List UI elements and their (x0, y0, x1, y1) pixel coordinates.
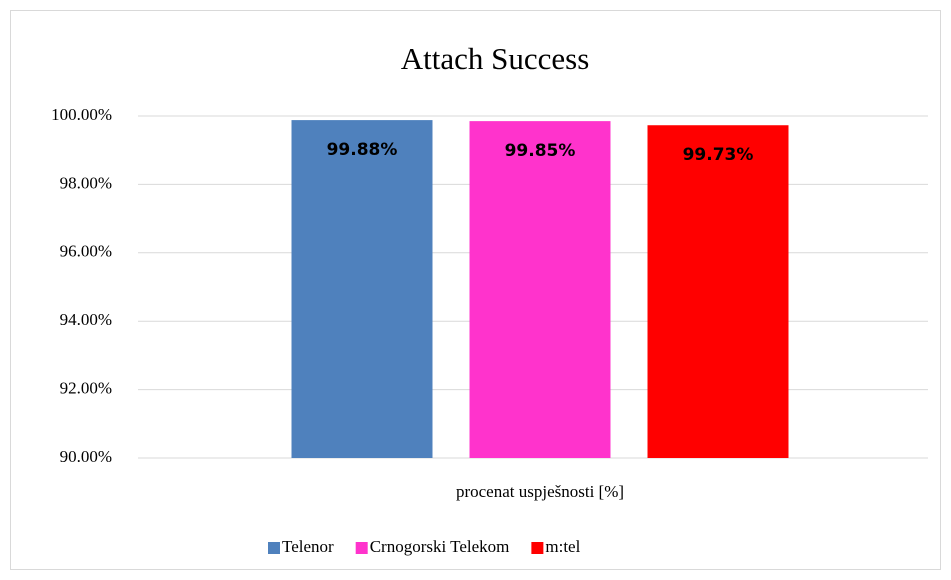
data-label: 99.88% (327, 140, 398, 160)
y-tick-label: 94.00% (60, 310, 112, 329)
y-tick-label: 98.00% (60, 173, 112, 192)
x-tick-label: procenat uspješnosti [%] (456, 482, 624, 501)
legend-swatch (268, 542, 280, 554)
chart-title: Attach Success (401, 41, 590, 76)
y-tick-label: 96.00% (60, 242, 112, 261)
bar (647, 125, 789, 458)
y-tick-label: 90.00% (60, 447, 112, 466)
legend-swatch (531, 542, 544, 554)
y-tick-label: 100.00% (51, 105, 112, 124)
y-tick-label: 92.00% (60, 379, 112, 398)
legend-label: Crnogorski Telekom (370, 537, 510, 556)
bar (469, 121, 611, 458)
data-label: 99.85% (505, 141, 576, 161)
legend-label: Telenor (282, 537, 334, 556)
data-label: 99.73% (683, 145, 754, 165)
legend-swatch (355, 542, 368, 554)
legend-label: m:tel (545, 537, 580, 556)
bar (291, 120, 433, 458)
